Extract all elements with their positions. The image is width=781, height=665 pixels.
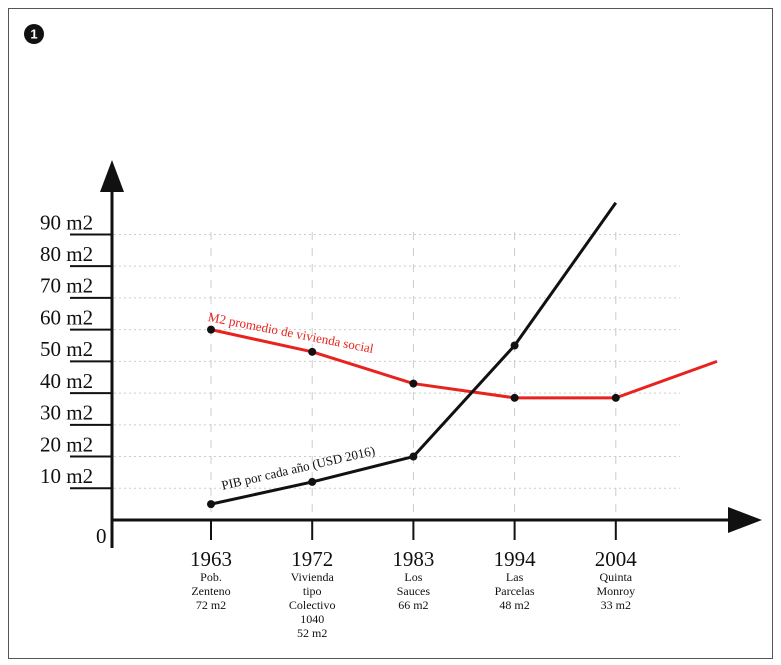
series-line: [210, 328, 718, 400]
y-tick-label: 80 m2: [40, 242, 93, 266]
point: [409, 452, 418, 461]
category-note: tipo: [303, 584, 322, 598]
category-note: Sauces: [397, 584, 431, 598]
point: [207, 500, 215, 509]
y-tick-label: 60 m2: [40, 305, 93, 329]
x-tick-label: 1972: [291, 547, 333, 571]
point: [409, 379, 418, 388]
category-note: Vivienda: [291, 570, 335, 584]
frame: [8, 8, 773, 659]
point: [510, 341, 519, 350]
category-note: 72 m2: [196, 598, 226, 612]
category-note: 1040: [300, 612, 324, 626]
y-tick-label: 90 m2: [40, 210, 93, 234]
series-label: M2 promedio de vivienda social: [207, 309, 375, 356]
y-tick-label: 20 m2: [40, 432, 93, 456]
point: [308, 347, 317, 356]
category-note: Las: [506, 570, 524, 584]
category-note: Pob.: [200, 570, 222, 584]
point: [207, 325, 215, 334]
x-tick-label: 1983: [392, 547, 434, 571]
y-arrow: [100, 160, 124, 192]
category-note: Colectivo: [289, 598, 336, 612]
y-tick-label: 0: [96, 524, 107, 548]
x-arrow: [728, 507, 762, 533]
x-tick-label: 1994: [494, 547, 537, 571]
point: [611, 393, 620, 402]
category-note: 66 m2: [398, 598, 428, 612]
category-note: Zenteno: [191, 584, 230, 598]
category-note: 48 m2: [499, 598, 529, 612]
badge: 1: [30, 26, 37, 41]
category-note: 52 m2: [297, 626, 327, 640]
y-tick-label: 50 m2: [40, 337, 93, 361]
category-note: Parcelas: [495, 584, 535, 598]
y-tick-label: 70 m2: [40, 274, 93, 298]
y-tick-label: 30 m2: [40, 401, 93, 425]
point: [308, 477, 317, 486]
badge-circle: [24, 24, 44, 44]
y-tick-label: 10 m2: [40, 464, 93, 488]
x-tick-label: 1963: [190, 547, 232, 571]
point: [510, 393, 519, 402]
category-note: Los: [404, 570, 422, 584]
category-note: Quinta: [599, 570, 632, 584]
category-note: 33 m2: [601, 598, 631, 612]
category-note: Monroy: [596, 584, 635, 598]
y-tick-label: 40 m2: [40, 369, 93, 393]
x-tick-label: 2004: [595, 547, 638, 571]
